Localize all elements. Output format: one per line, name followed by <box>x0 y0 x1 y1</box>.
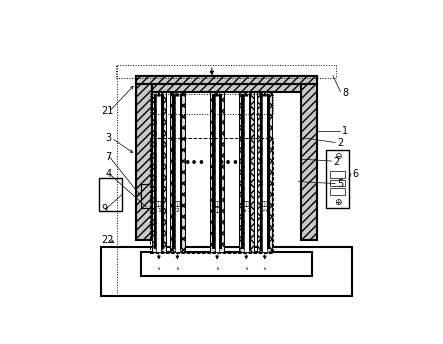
Text: 电极
n: 电极 n <box>261 201 268 213</box>
Text: 6: 6 <box>353 169 359 179</box>
Bar <box>244 92 249 252</box>
Text: •••: ••• <box>218 157 239 170</box>
Bar <box>101 247 352 295</box>
Bar <box>150 94 273 114</box>
Text: 7: 7 <box>105 151 112 161</box>
Bar <box>326 150 349 208</box>
Text: 电极
n-1: 电极 n-1 <box>241 201 251 213</box>
Bar <box>136 76 152 240</box>
Text: 2: 2 <box>337 138 343 148</box>
Text: 9: 9 <box>101 204 107 214</box>
Bar <box>150 138 273 253</box>
Text: 2: 2 <box>333 157 339 167</box>
Text: 5: 5 <box>337 179 343 189</box>
Bar <box>141 252 312 276</box>
Text: 冲液
电极: 冲液 电极 <box>214 201 221 213</box>
Bar <box>260 94 262 249</box>
Bar <box>330 180 345 186</box>
Text: 电极
1: 电极 1 <box>155 201 163 213</box>
Bar <box>249 94 251 249</box>
Text: •••: ••• <box>183 157 205 170</box>
Bar <box>172 94 175 249</box>
Bar <box>156 92 161 252</box>
Bar <box>219 94 222 249</box>
Bar <box>136 76 317 84</box>
Text: ⚡: ⚡ <box>175 266 179 271</box>
Text: 1: 1 <box>342 126 348 136</box>
Bar <box>152 92 166 252</box>
Text: 3: 3 <box>105 133 111 143</box>
Bar <box>170 92 185 252</box>
Text: 22: 22 <box>101 236 114 246</box>
Bar <box>175 92 180 252</box>
Text: 电极
2: 电极 2 <box>174 201 181 213</box>
Bar <box>215 92 219 252</box>
Bar <box>267 94 270 249</box>
Bar <box>180 94 183 249</box>
Bar <box>99 178 122 211</box>
Bar <box>116 65 336 78</box>
Text: ⚡: ⚡ <box>215 266 219 271</box>
Bar <box>102 248 140 294</box>
Text: ⚡: ⚡ <box>244 266 248 271</box>
Text: ⚡: ⚡ <box>263 266 267 271</box>
Text: ⊖: ⊖ <box>334 152 342 161</box>
Text: ⚡: ⚡ <box>157 266 161 271</box>
Bar <box>161 94 164 249</box>
Bar <box>262 92 267 252</box>
Text: 21: 21 <box>101 107 113 117</box>
Bar <box>257 92 272 252</box>
Bar <box>210 92 225 252</box>
Bar <box>154 94 156 249</box>
Bar <box>212 94 215 249</box>
Bar <box>312 248 349 294</box>
Text: ⊕: ⊕ <box>334 198 342 207</box>
Bar <box>301 76 317 240</box>
Text: 4: 4 <box>105 169 111 179</box>
Bar <box>241 94 244 249</box>
Bar <box>152 76 301 92</box>
Text: 8: 8 <box>342 88 348 98</box>
Bar <box>239 92 253 252</box>
Bar <box>330 171 345 178</box>
Bar <box>330 188 345 195</box>
